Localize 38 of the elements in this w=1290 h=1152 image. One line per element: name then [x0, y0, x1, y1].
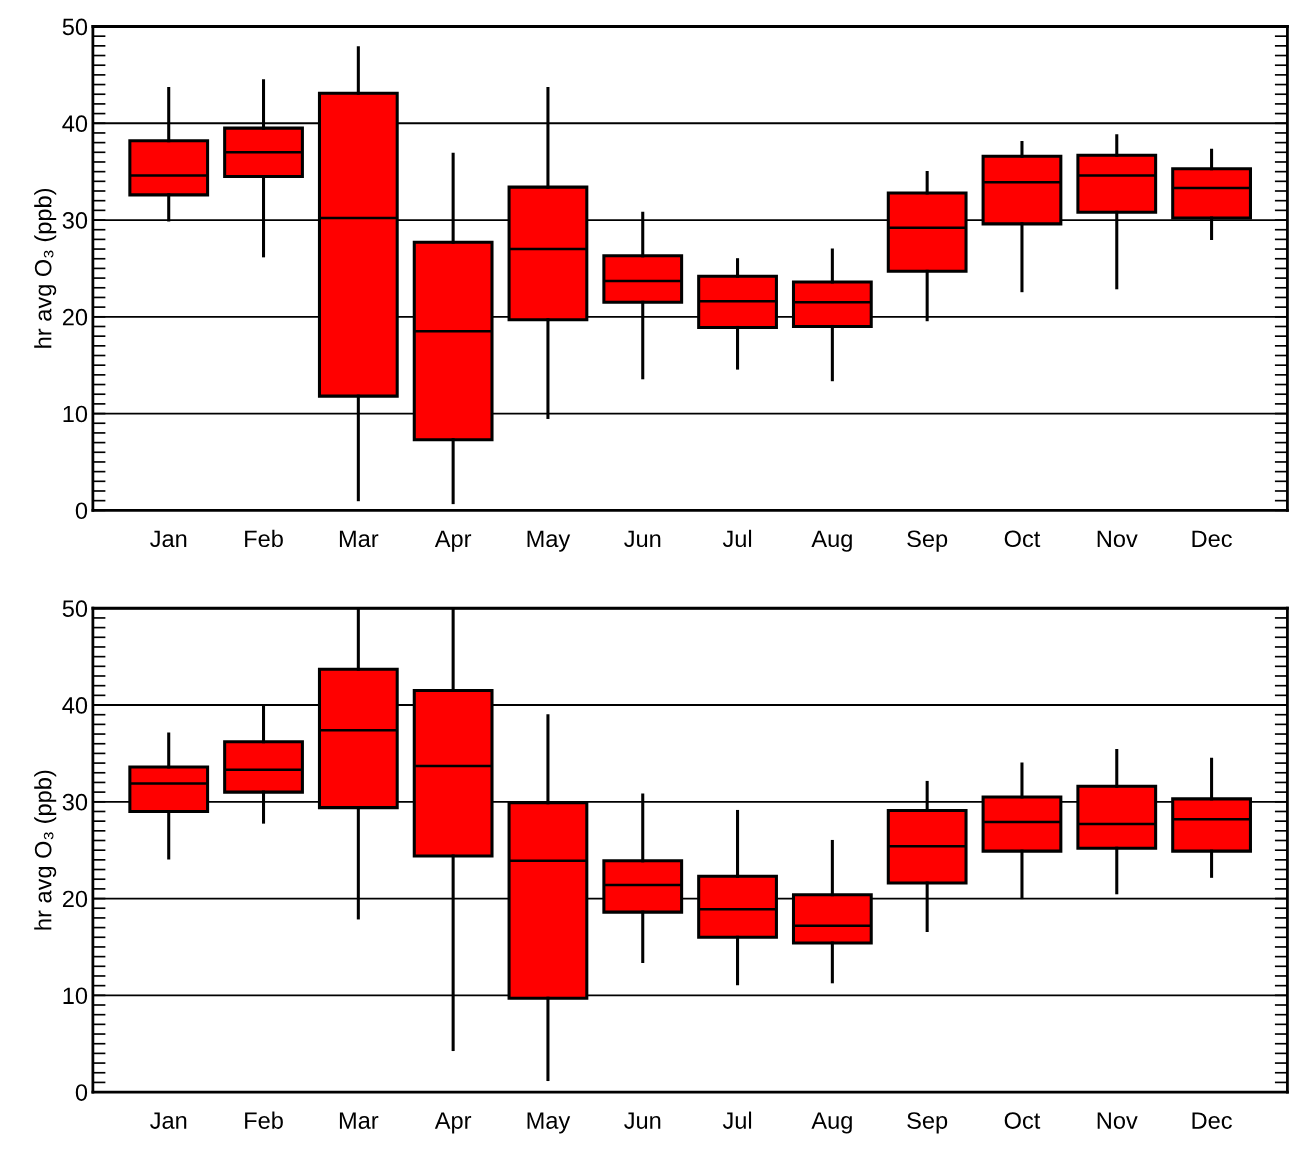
- x-tick-label: Feb: [245, 1111, 283, 1129]
- x-tick-label: Aug: [811, 530, 852, 552]
- x-tick-label: Jul: [722, 1111, 752, 1129]
- x-tick-label: Dec: [1192, 1112, 1232, 1129]
- y-axis-title: hr avg O₃ (ppb): [34, 188, 57, 348]
- x-tick-label: Sep: [907, 1112, 948, 1134]
- x-tick-label: Jun: [624, 1112, 661, 1129]
- x-tick-label: Jan: [150, 530, 187, 548]
- y-tick-label: 50: [62, 600, 88, 618]
- x-tick-label: Apr: [434, 530, 472, 552]
- x-tick-label: Mar: [339, 1112, 379, 1129]
- y-tick-label: 20: [62, 890, 88, 908]
- y-tick-label: 0: [75, 502, 88, 520]
- x-tick-label: Sep: [907, 530, 948, 552]
- x-tick-label: Aug: [811, 1112, 852, 1134]
- x-tick-label: Oct: [1004, 530, 1041, 548]
- x-tick-label: Nov: [1097, 1112, 1138, 1129]
- x-tick-label: Apr: [434, 1112, 472, 1134]
- y-tick-label: 40: [62, 115, 88, 133]
- y-tick-label: 10: [63, 987, 88, 1005]
- x-tick-label: Oct: [1004, 1112, 1041, 1129]
- y-tick-label: 20: [62, 308, 88, 326]
- x-tick-label: Feb: [245, 529, 283, 548]
- y-tick-label: 50: [62, 18, 88, 36]
- y-tick-label: 30: [62, 793, 88, 811]
- y-tick-label: 10: [63, 405, 88, 423]
- x-tick-label: Dec: [1192, 530, 1232, 548]
- y-tick-label: 0: [75, 1084, 88, 1101]
- x-tick-label: May: [527, 530, 571, 552]
- y-tick-label: 30: [62, 212, 88, 229]
- x-tick-label: Jul: [722, 529, 752, 548]
- x-tick-label: Mar: [339, 530, 379, 548]
- x-tick-label: Jan: [150, 1112, 187, 1129]
- y-tick-label: 40: [62, 697, 88, 714]
- x-tick-label: Nov: [1097, 530, 1138, 548]
- x-tick-label: May: [527, 1112, 571, 1134]
- y-axis-title: hr avg O₃ (ppb): [34, 770, 57, 930]
- x-tick-label: Jun: [624, 530, 661, 548]
